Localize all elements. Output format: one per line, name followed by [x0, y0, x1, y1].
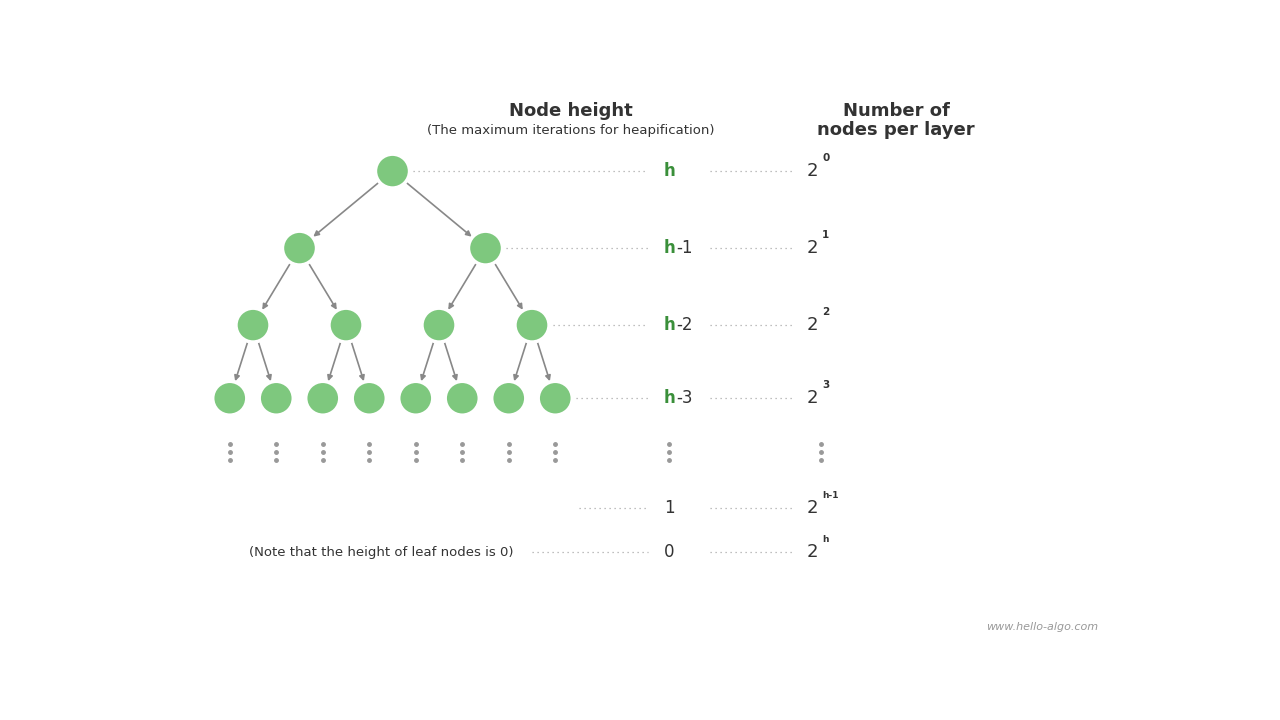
Text: Node height: Node height [509, 102, 632, 120]
Ellipse shape [492, 382, 526, 415]
Text: 0: 0 [664, 544, 675, 562]
Text: 1: 1 [822, 230, 829, 240]
Text: -2: -2 [676, 316, 692, 334]
Text: nodes per layer: nodes per layer [818, 121, 975, 139]
Ellipse shape [306, 382, 339, 415]
Text: 2: 2 [822, 307, 829, 317]
Text: (Note that the height of leaf nodes is 0): (Note that the height of leaf nodes is 0… [250, 546, 513, 559]
Text: 2: 2 [808, 239, 819, 257]
Text: h: h [664, 239, 676, 257]
Text: 3: 3 [822, 380, 829, 390]
Ellipse shape [329, 308, 364, 342]
Text: h-1: h-1 [822, 491, 838, 500]
Ellipse shape [445, 382, 479, 415]
Text: 2: 2 [808, 544, 819, 562]
Text: (The maximum iterations for heapification): (The maximum iterations for heapificatio… [428, 124, 714, 137]
Ellipse shape [283, 231, 316, 265]
Text: 1: 1 [664, 500, 675, 518]
Text: -1: -1 [676, 239, 692, 257]
Text: 2: 2 [808, 316, 819, 334]
Text: Number of: Number of [842, 102, 950, 120]
Text: 2: 2 [808, 500, 819, 518]
Text: 2: 2 [808, 390, 819, 408]
Text: h: h [664, 316, 676, 334]
Ellipse shape [236, 308, 270, 342]
Ellipse shape [398, 382, 433, 415]
Text: -3: -3 [676, 390, 692, 408]
Text: 2: 2 [808, 162, 819, 180]
Ellipse shape [259, 382, 293, 415]
Ellipse shape [468, 231, 503, 265]
Ellipse shape [352, 382, 387, 415]
Text: h: h [822, 535, 828, 544]
Text: www.hello-algo.com: www.hello-algo.com [986, 622, 1098, 632]
Ellipse shape [212, 382, 247, 415]
Ellipse shape [375, 154, 410, 188]
Ellipse shape [515, 308, 549, 342]
Text: h: h [664, 162, 676, 180]
Text: h: h [664, 390, 676, 408]
Ellipse shape [422, 308, 456, 342]
Ellipse shape [538, 382, 572, 415]
Text: 0: 0 [822, 153, 829, 163]
